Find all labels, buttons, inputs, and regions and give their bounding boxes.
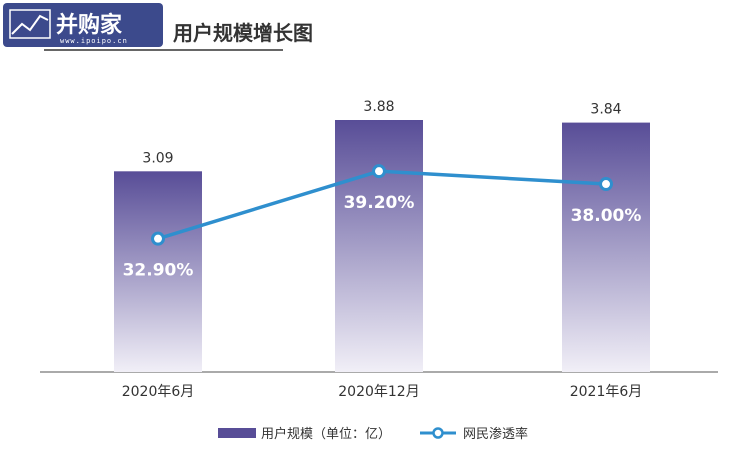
bar-value-label-1: 3.09 (142, 150, 173, 166)
bar-2 (335, 120, 423, 372)
penetration-label-2: 39.20% (344, 193, 415, 213)
penetration-point-3 (599, 177, 613, 192)
watermark-name: 并购家 (56, 12, 123, 38)
legend-label-user-scale: 用户规模（单位：亿） (261, 426, 391, 442)
bar-1 (114, 171, 202, 372)
watermark-badge (3, 3, 163, 47)
chart-title: 用户规模增长图 (173, 21, 313, 45)
legend-label-penetration: 网民渗透率 (463, 426, 528, 442)
watermark-chart-icon (11, 14, 49, 35)
legend-swatch-penetration-marker (432, 427, 444, 439)
x-tick-label-1: 2020年6月 (122, 384, 195, 400)
x-tick-label-3: 2021年6月 (570, 384, 643, 400)
legend-swatch-user-scale (218, 428, 256, 438)
penetration-point-1 (151, 231, 165, 246)
watermark-url: www.ipoipo.cn (60, 37, 128, 45)
bar-value-label-2: 3.88 (363, 99, 394, 115)
bar-value-label-3: 3.84 (590, 102, 621, 118)
penetration-point-2 (372, 164, 386, 179)
watermark-logo: 并购家 www.ipoipo.cn (3, 3, 163, 47)
penetration-label-1: 32.90% (123, 261, 194, 281)
legend: 用户规模（单位：亿） 网民渗透率 (218, 426, 528, 442)
x-tick-label-2: 2020年12月 (338, 384, 419, 400)
bar-3 (562, 122, 650, 373)
penetration-label-3: 38.00% (571, 206, 642, 226)
watermark-chart-box (9, 9, 51, 39)
